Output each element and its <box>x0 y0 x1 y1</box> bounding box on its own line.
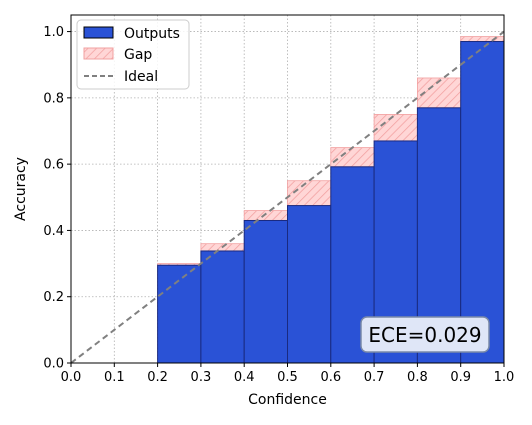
legend-swatch-gap <box>83 47 114 60</box>
gap-bar <box>330 147 375 168</box>
x-tick-label: 1.0 <box>494 370 515 385</box>
output-bar <box>460 41 505 364</box>
y-tick-label: 0.6 <box>43 158 64 173</box>
ideal-line <box>70 30 505 364</box>
ideal-line-layer <box>70 30 505 364</box>
y-tick-label: 1.0 <box>43 25 64 40</box>
legend: Outputs Gap Ideal <box>76 19 190 90</box>
ece-text: ECE=0.029 <box>368 323 481 347</box>
bars-layer <box>157 36 505 364</box>
x-tick-label: 0.5 <box>277 370 298 385</box>
x-tick-label: 0.7 <box>364 370 385 385</box>
x-tick-label: 0.6 <box>320 370 341 385</box>
x-tick-label: 0.8 <box>407 370 428 385</box>
gap-bar <box>460 36 505 42</box>
ece-annotation: ECE=0.029 <box>360 316 490 353</box>
ece-box <box>360 316 490 353</box>
output-bar <box>157 264 202 364</box>
x-axis-label: Confidence <box>248 392 327 408</box>
output-bar <box>243 219 288 364</box>
y-tick-label: 0.0 <box>43 357 64 372</box>
x-tick-label: 0.4 <box>234 370 255 385</box>
output-bar <box>287 205 332 364</box>
x-tick-label: 0.3 <box>191 370 212 385</box>
gap-bar <box>243 210 288 221</box>
x-tick-label: 0.2 <box>147 370 168 385</box>
y-axis-ticks: 0.0 0.2 0.4 0.6 0.8 1.0 <box>43 25 71 372</box>
x-tick-label: 0.9 <box>450 370 471 385</box>
legend-swatch-outputs <box>83 26 114 39</box>
x-axis-ticks: 0.0 0.1 0.2 0.3 0.4 0.5 0.6 0.7 0.8 0.9 1.0 <box>61 363 515 385</box>
output-bar <box>200 250 245 364</box>
y-tick-label: 0.8 <box>43 91 64 106</box>
y-tick-label: 0.2 <box>43 290 64 305</box>
legend-label-outputs: Outputs <box>124 26 180 42</box>
y-axis-label: Accuracy <box>13 157 29 221</box>
legend-label-gap: Gap <box>124 47 152 63</box>
gap-bar <box>373 114 418 142</box>
y-tick-label: 0.4 <box>43 224 64 239</box>
legend-label-ideal: Ideal <box>124 69 158 85</box>
x-tick-label: 0.1 <box>104 370 125 385</box>
x-tick-label: 0.0 <box>61 370 82 385</box>
